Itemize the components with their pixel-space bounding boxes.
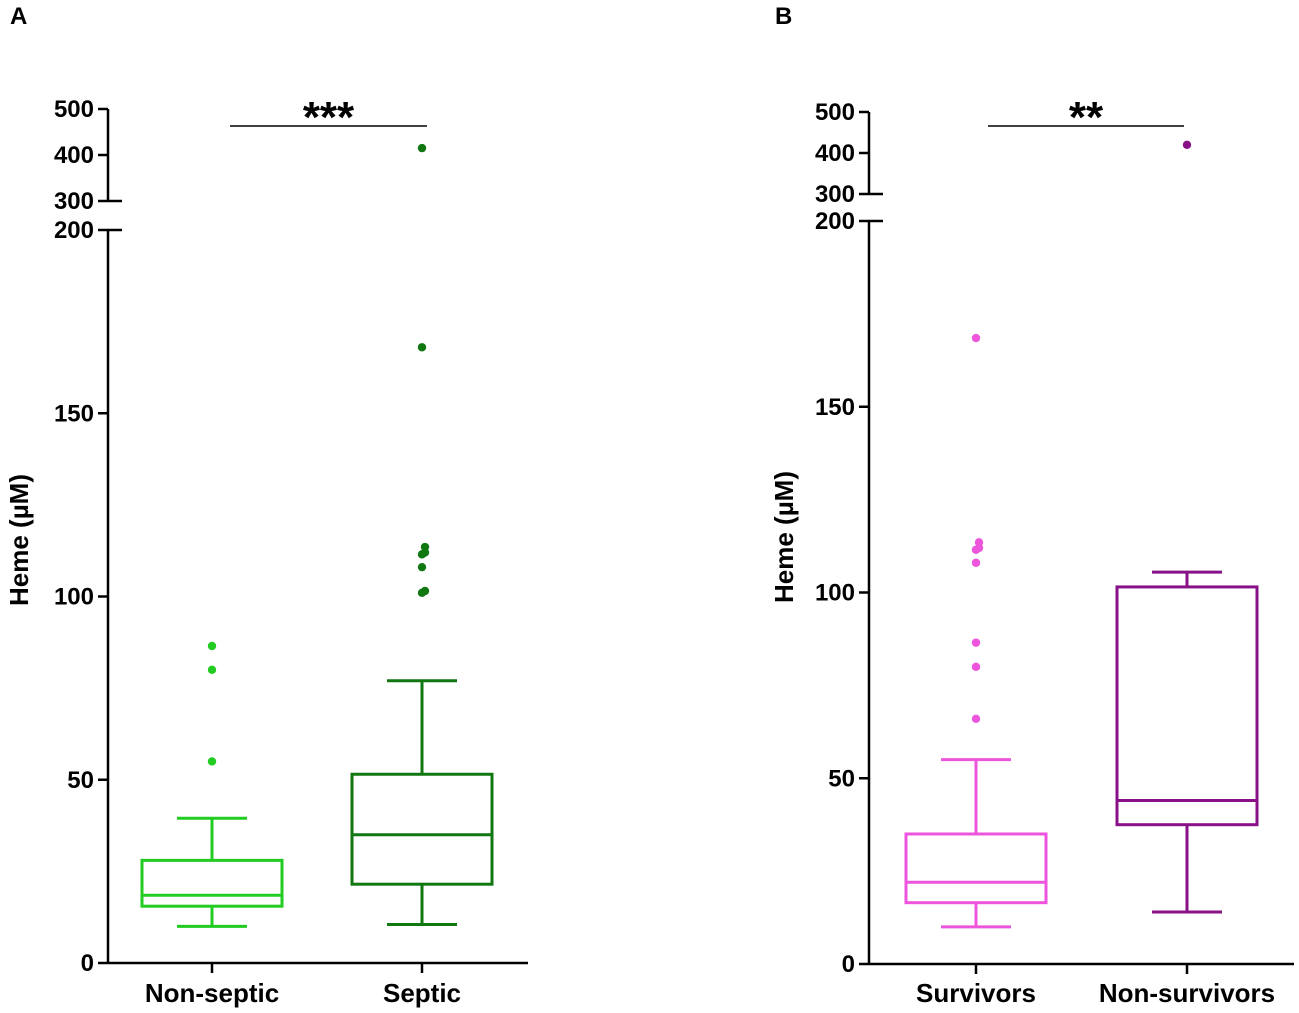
box-iqr (350, 772, 494, 886)
y-tick-label: 150 (54, 400, 94, 427)
y-tick-label: 100 (815, 580, 855, 607)
y-axis-label: Heme (µM) (4, 474, 34, 606)
box-survivors (904, 758, 1048, 929)
outlier-point (971, 662, 981, 671)
x-category-label: Non-survivors (1099, 978, 1275, 1008)
x-category-label: Survivors (916, 978, 1036, 1008)
y-tick-label: 50 (67, 767, 94, 794)
y-tick-label: 0 (81, 950, 94, 977)
outlier-point (417, 143, 427, 153)
y-tick-label: 0 (842, 951, 855, 978)
y-tick-label: 50 (828, 765, 855, 792)
outlier-point (1182, 140, 1192, 149)
panel-letter: A (10, 3, 27, 30)
outlier-point (971, 333, 981, 343)
box-septic (350, 679, 494, 927)
outlier-point (207, 757, 217, 766)
y-tick-label: 100 (54, 584, 94, 611)
outlier-point (207, 665, 217, 674)
box-iqr (1115, 585, 1259, 827)
outlier-point (420, 586, 430, 596)
y-tick-label: 300 (815, 181, 855, 208)
outlier-point (417, 343, 427, 352)
box-non-septic (140, 816, 284, 928)
y-tick-label: 300 (54, 188, 94, 215)
x-category-label: Septic (383, 978, 461, 1008)
y-tick-label: 200 (54, 217, 94, 244)
x-category-label: Non-septic (145, 978, 279, 1008)
outlier-point (420, 542, 430, 552)
box-non-survivors (1115, 570, 1259, 914)
box-iqr (140, 858, 284, 908)
outlier-point (417, 562, 427, 572)
outlier-point (971, 558, 981, 567)
y-tick-label: 400 (815, 140, 855, 167)
y-tick-label: 500 (815, 99, 855, 126)
outlier-point (207, 641, 217, 651)
panel-letter: B (775, 3, 792, 30)
significance-label: *** (303, 93, 355, 142)
significance-label: ** (1069, 93, 1104, 142)
y-tick-label: 200 (815, 208, 855, 235)
box-iqr (904, 832, 1048, 905)
y-tick-label: 500 (54, 96, 94, 123)
y-tick-label: 150 (815, 394, 855, 421)
outlier-point (971, 714, 981, 724)
y-axis-label: Heme (µM) (769, 471, 799, 603)
y-tick-label: 400 (54, 142, 94, 169)
outlier-point (971, 638, 981, 647)
outlier-point (974, 538, 984, 547)
